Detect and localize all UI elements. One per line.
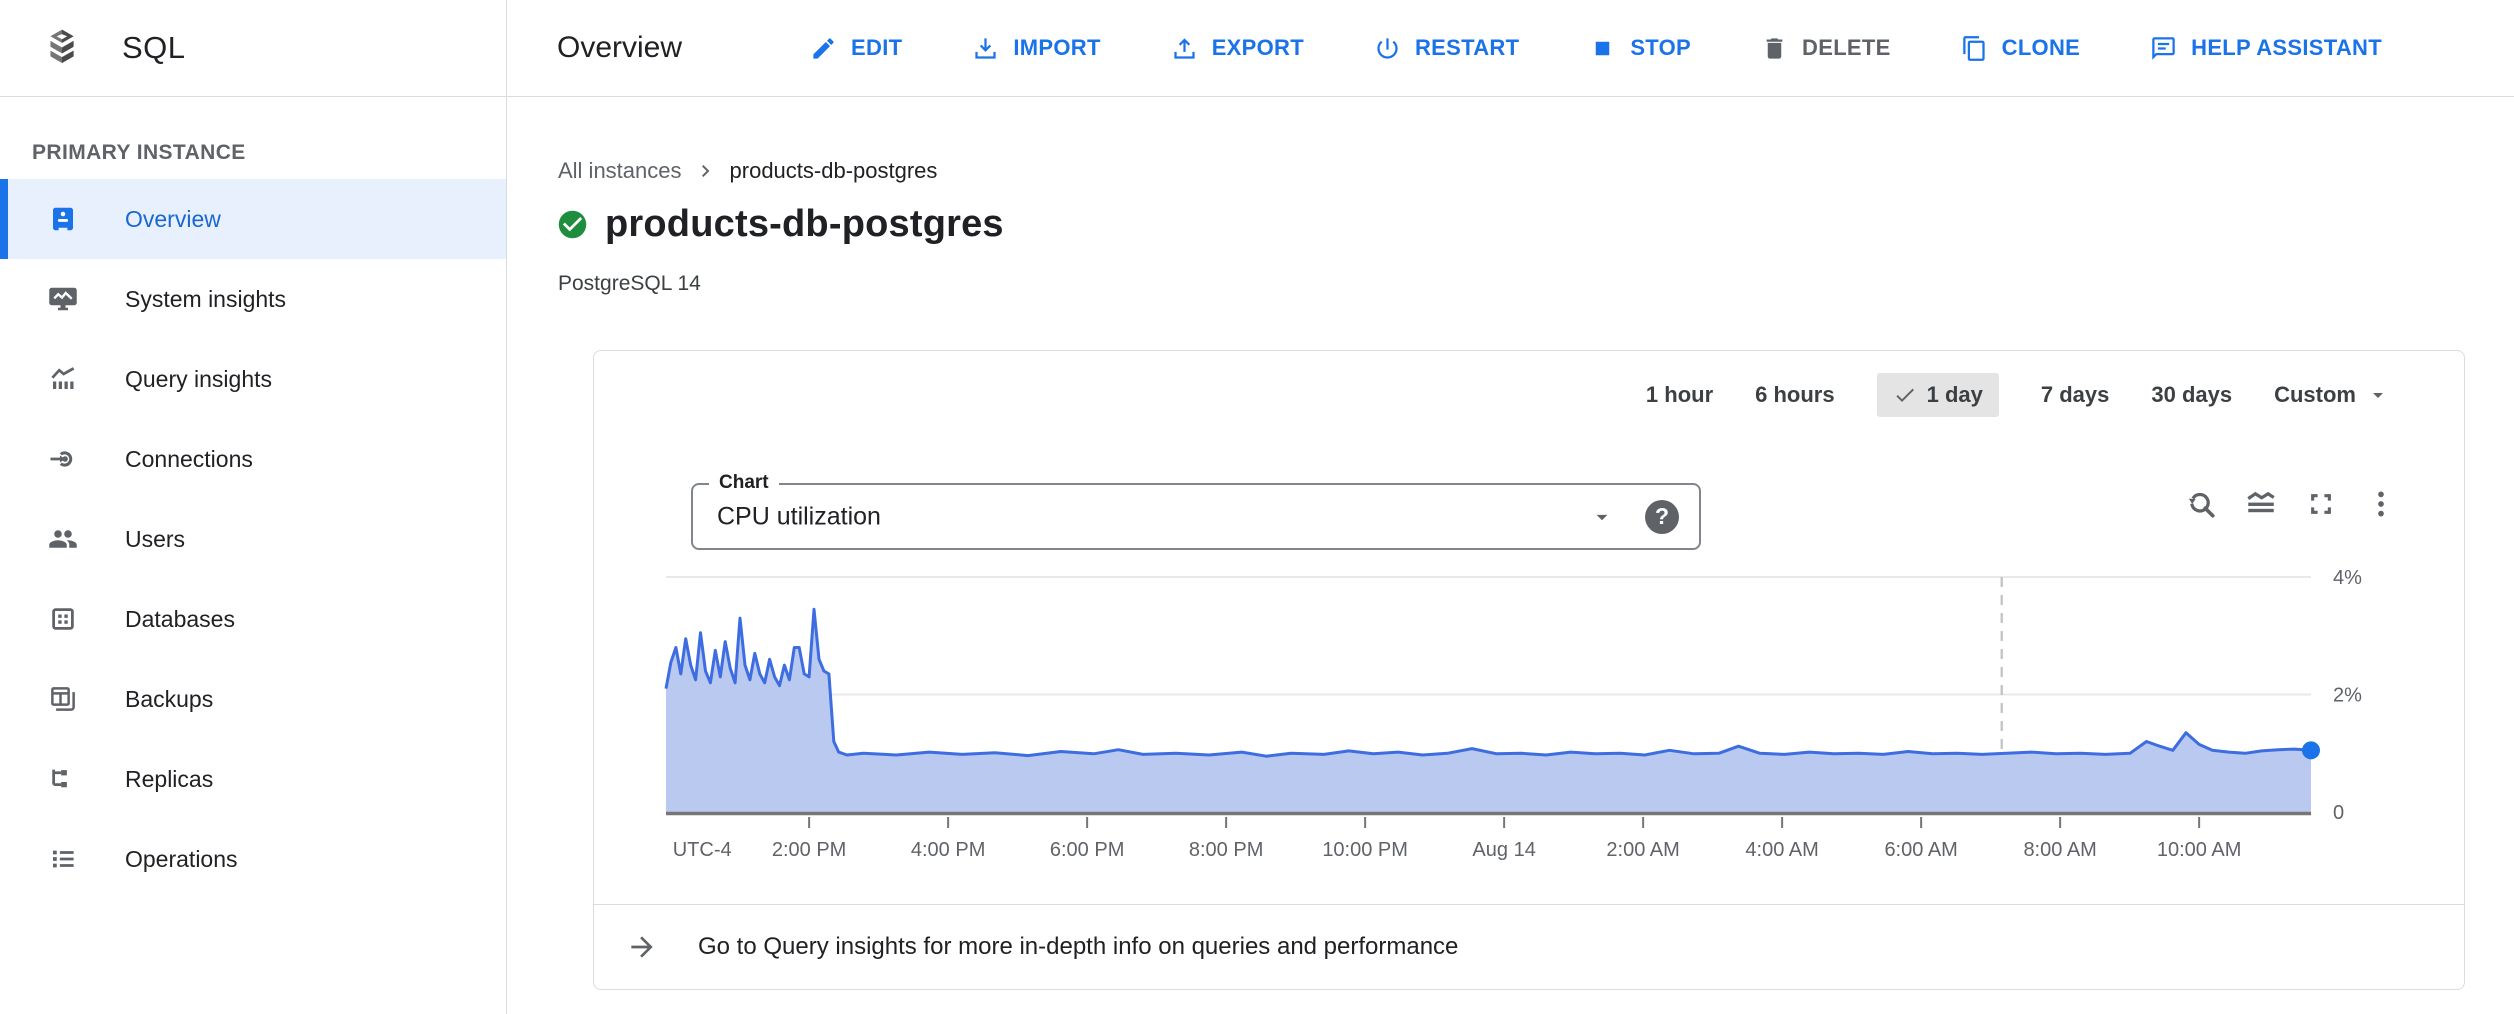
chevron-down-icon [1589, 504, 1615, 530]
sidebar-item-overview[interactable]: Overview [0, 179, 506, 259]
query-insights-link[interactable]: Go to Query insights for more in-depth i… [594, 904, 2464, 989]
cpu-utilization-chart[interactable]: 4% 2% 0 UTC-4 2:00 PM 4:00 PM 6:00 PM 8:00 PM 10… [594, 559, 2466, 871]
query-insights-link-text: Go to Query insights for more in-depth i… [698, 933, 1459, 960]
instance-version: PostgreSQL 14 [558, 272, 701, 295]
top-bar: SQL Overview EDIT IMPORT EXPORT RESTART [0, 0, 2514, 97]
svg-text:6:00 PM: 6:00 PM [1050, 839, 1124, 861]
sidebar: PRIMARY INSTANCE Overview System insight… [0, 97, 507, 1014]
clone-icon [1961, 35, 1988, 62]
chat-icon [2150, 35, 2177, 62]
sql-logo-icon [40, 26, 84, 70]
sidebar-item-system-insights[interactable]: System insights [0, 259, 506, 339]
sidebar-item-replicas[interactable]: Replicas [0, 739, 506, 819]
svg-text:0: 0 [2333, 802, 2344, 824]
check-icon [1893, 383, 1917, 407]
product-name: SQL [122, 30, 186, 65]
svg-text:2%: 2% [2333, 685, 2362, 707]
chart-select[interactable]: Chart CPU utilization ? [691, 472, 1701, 550]
chart-toolbar [2184, 487, 2398, 521]
action-bar: EDIT IMPORT EXPORT RESTART STOP DELETE [810, 35, 2382, 62]
export-button[interactable]: EXPORT [1171, 35, 1304, 62]
svg-text:10:00 AM: 10:00 AM [2157, 839, 2242, 861]
instance-title: products-db-postgres [605, 203, 1004, 245]
replicas-tree-icon [48, 764, 78, 794]
svg-text:Aug 14: Aug 14 [1472, 839, 1535, 861]
time-range-selector: 1 hour 6 hours 1 day 7 days 30 days Cust… [1646, 373, 2390, 417]
svg-text:2:00 AM: 2:00 AM [1606, 839, 1679, 861]
page-title: Overview [557, 31, 683, 64]
restart-button[interactable]: RESTART [1374, 35, 1519, 62]
trash-icon [1761, 35, 1788, 62]
svg-text:4:00 AM: 4:00 AM [1745, 839, 1818, 861]
more-options-icon[interactable] [2364, 487, 2398, 521]
product-header: SQL [0, 0, 507, 96]
metrics-card: 1 hour 6 hours 1 day 7 days 30 days Cust… [593, 350, 2465, 990]
arrow-forward-icon [626, 931, 658, 963]
delete-button[interactable]: DELETE [1761, 35, 1891, 62]
area-chart-icon[interactable] [2244, 487, 2278, 521]
sidebar-item-query-insights[interactable]: Query insights [0, 339, 506, 419]
backups-icon [48, 684, 78, 714]
time-range-30-days[interactable]: 30 days [2151, 382, 2233, 407]
sidebar-item-databases[interactable]: Databases [0, 579, 506, 659]
dropdown-arrow-icon [2366, 383, 2390, 407]
pencil-icon [810, 35, 837, 62]
chart-select-label: Chart [709, 472, 779, 494]
svg-text:2:00 PM: 2:00 PM [772, 839, 846, 861]
svg-text:UTC-4: UTC-4 [673, 839, 732, 861]
help-icon[interactable]: ? [1645, 499, 1679, 534]
sidebar-section-label: PRIMARY INSTANCE [32, 141, 246, 164]
sidebar-item-users[interactable]: Users [0, 499, 506, 579]
export-icon [1171, 35, 1198, 62]
import-button[interactable]: IMPORT [972, 35, 1100, 62]
time-range-7-days[interactable]: 7 days [2040, 382, 2110, 407]
sidebar-item-backups[interactable]: Backups [0, 659, 506, 739]
connection-icon [48, 444, 78, 474]
stop-square-icon [1589, 35, 1616, 62]
reset-zoom-icon[interactable] [2184, 487, 2218, 521]
database-grid-icon [48, 604, 78, 634]
svg-text:4:00 PM: 4:00 PM [911, 839, 985, 861]
svg-text:6:00 AM: 6:00 AM [1884, 839, 1957, 861]
time-range-1-hour[interactable]: 1 hour [1645, 382, 1714, 407]
breadcrumb: All instances products-db-postgres [558, 158, 937, 184]
chart-trend-icon [48, 364, 78, 394]
sidebar-item-connections[interactable]: Connections [0, 419, 506, 499]
time-range-1-day[interactable]: 1 day [1876, 373, 1999, 417]
import-icon [972, 35, 999, 62]
stop-button[interactable]: STOP [1589, 35, 1691, 62]
operations-list-icon [48, 844, 78, 874]
breadcrumb-current: products-db-postgres [729, 158, 938, 183]
edit-button[interactable]: EDIT [810, 35, 902, 62]
svg-text:8:00 AM: 8:00 AM [2023, 839, 2096, 861]
monitor-pulse-icon [48, 284, 78, 314]
help-assistant-button[interactable]: HELP ASSISTANT [2150, 35, 2382, 62]
chart-select-value: CPU utilization [717, 502, 881, 530]
chevron-right-icon [694, 159, 718, 183]
instance-overview-icon [48, 204, 78, 234]
power-icon [1374, 35, 1401, 62]
svg-text:4%: 4% [2333, 567, 2362, 589]
sidebar-item-operations[interactable]: Operations [0, 819, 506, 899]
fullscreen-icon[interactable] [2304, 487, 2338, 521]
clone-button[interactable]: CLONE [1961, 35, 2081, 62]
time-range-custom[interactable]: Custom [2274, 382, 2390, 408]
breadcrumb-all-instances[interactable]: All instances [558, 158, 682, 183]
users-icon [48, 524, 78, 554]
status-healthy-icon [556, 208, 589, 241]
svg-text:8:00 PM: 8:00 PM [1189, 839, 1263, 861]
time-range-6-hours[interactable]: 6 hours [1755, 382, 1835, 407]
svg-text:10:00 PM: 10:00 PM [1322, 839, 1408, 861]
